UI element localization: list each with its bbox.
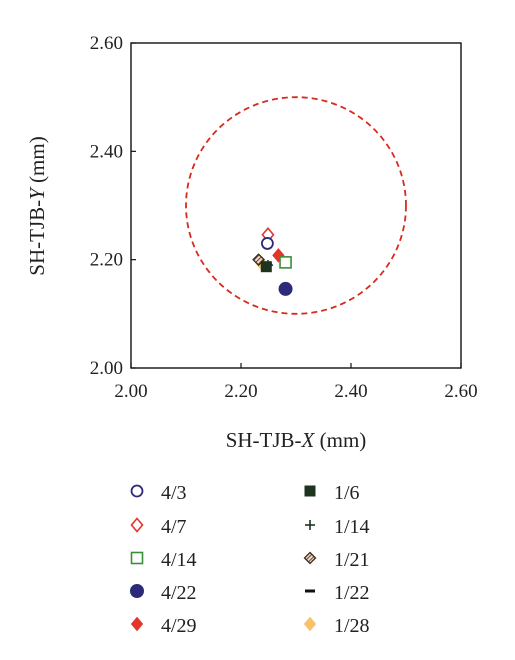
data-point: [272, 248, 285, 263]
x-axis-title-unit: (mm): [314, 428, 366, 452]
data-point: [278, 281, 293, 296]
x-tick-label: 2.60: [444, 381, 477, 402]
legend-marker: [130, 584, 144, 598]
legend-label: 4/29: [161, 615, 197, 637]
legend-item: 1/14: [305, 516, 370, 538]
legend-label: 4/22: [161, 582, 197, 604]
legend-marker: [130, 616, 144, 632]
y-axis-title-var: Y: [25, 186, 49, 200]
y-tick-label: 2.20: [90, 250, 123, 271]
legend-label: 1/22: [334, 582, 370, 604]
x-tick-label: 2.00: [114, 381, 147, 402]
y-axis-ticks: 2.00 2.20 2.40 2.60: [90, 33, 136, 379]
legend-item: 4/14: [130, 549, 197, 571]
data-point: [260, 237, 274, 250]
legend-item: 1/6: [304, 482, 360, 504]
legend-marker: [130, 517, 144, 533]
legend-label: 1/28: [334, 615, 370, 637]
legend-marker: [130, 484, 144, 498]
y-axis-title-prefix: SH-TJB-: [25, 200, 49, 276]
legend-label: 4/7: [161, 516, 187, 538]
y-axis-title: SH-TJB-Y (mm): [25, 136, 49, 275]
y-axis-title-unit: (mm): [25, 136, 49, 188]
legend-label: 4/14: [161, 549, 197, 571]
legend-item: 1/22: [305, 582, 370, 604]
reference-circle: [185, 96, 407, 315]
legend-item: 4/7: [130, 516, 187, 538]
data-point: [279, 256, 292, 269]
y-tick-label: 2.60: [90, 33, 123, 54]
legend-label: 1/14: [334, 516, 370, 538]
legend-item: 4/3: [130, 482, 187, 504]
legend-marker: [303, 551, 317, 565]
x-axis-ticks: 2.00 2.20 2.40 2.60: [114, 363, 478, 402]
data-points: [252, 227, 293, 296]
legend-label: 1/21: [334, 549, 370, 571]
legend-marker: [303, 616, 317, 632]
legend-marker: [305, 520, 315, 530]
x-tick-label: 2.20: [224, 381, 257, 402]
reference-circle-layer: [185, 96, 407, 315]
legend: 4/3 4/7 4/14 4/22 4/29 1/6 1/14 1/21 1/22 1/28: [130, 482, 370, 637]
legend-item: 1/28: [303, 615, 370, 637]
y-tick-label: 2.40: [90, 141, 123, 162]
data-point: [260, 261, 272, 273]
legend-marker: [130, 551, 144, 565]
plot-area: [130, 42, 462, 369]
y-tick-label: 2.00: [90, 358, 123, 379]
x-axis-title: SH-TJB-X (mm): [226, 428, 367, 452]
x-axis-title-var: X: [301, 428, 316, 452]
x-tick-label: 2.40: [334, 381, 367, 402]
legend-label: 4/3: [161, 482, 187, 504]
legend-item: 4/22: [130, 582, 197, 604]
plot-frame: [130, 42, 462, 369]
legend-label: 1/6: [334, 482, 360, 504]
legend-item: 4/29: [130, 615, 197, 637]
legend-item: 1/21: [303, 549, 370, 571]
x-axis-title-prefix: SH-TJB-: [226, 428, 302, 452]
legend-marker: [304, 485, 316, 497]
